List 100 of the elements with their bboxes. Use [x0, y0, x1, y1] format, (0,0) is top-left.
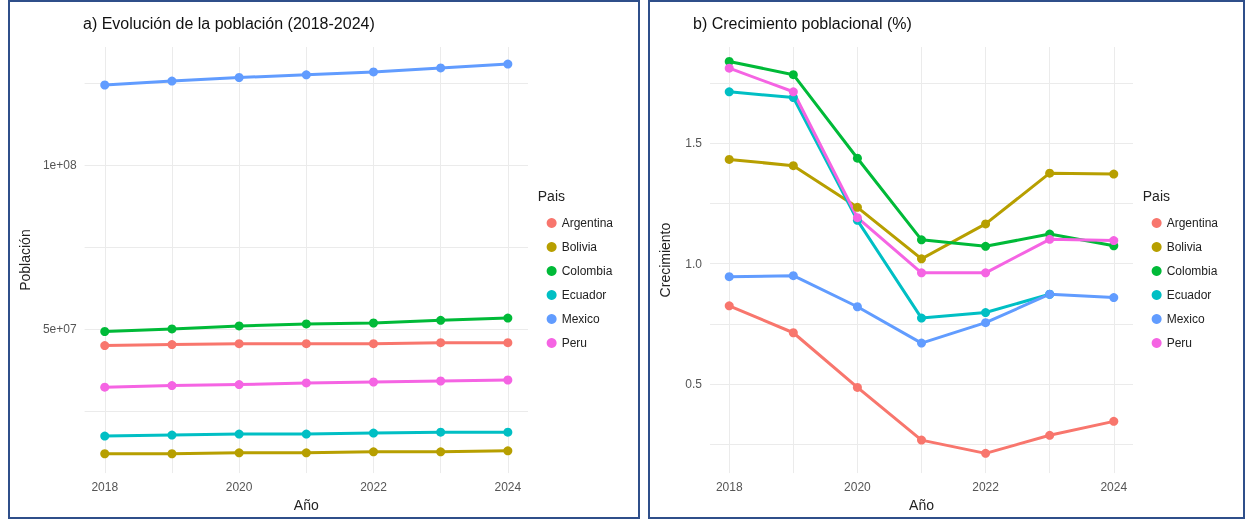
point [503, 338, 513, 348]
legend-label: Argentina [561, 216, 614, 230]
point [981, 318, 991, 328]
point [788, 328, 798, 338]
point [788, 87, 798, 97]
point [301, 339, 311, 349]
point [100, 382, 110, 392]
legend-label: Peru [1166, 336, 1192, 350]
point [368, 67, 378, 77]
y-tick-label: 1.5 [685, 136, 703, 151]
legend-title: Pais [537, 188, 565, 204]
x-tick-label: 2018 [91, 480, 119, 495]
point [100, 327, 110, 336]
point [301, 378, 311, 388]
point [503, 375, 513, 385]
point [917, 268, 926, 278]
chart-title: a) Evolución de la población (2018-2024) [83, 14, 375, 32]
point [503, 446, 513, 456]
x-tick-label: 2024 [494, 480, 522, 495]
legend-label: Mexico [1166, 312, 1205, 326]
legend-label: Peru [561, 336, 587, 350]
x-tick-label: 2018 [715, 480, 743, 495]
point [368, 318, 378, 328]
legend-label: Colombia [1166, 264, 1218, 278]
point [436, 427, 446, 437]
x-axis-title: Año [293, 497, 319, 513]
point [788, 161, 798, 171]
point [100, 431, 110, 441]
x-tick-label: 2020 [844, 480, 872, 495]
point [503, 59, 513, 69]
point [436, 376, 446, 386]
x-tick-label: 2020 [225, 480, 253, 495]
point [100, 449, 110, 459]
point [724, 87, 734, 97]
x-tick-label: 2022 [360, 480, 388, 495]
point [917, 435, 926, 445]
point [100, 80, 110, 90]
point [368, 377, 378, 387]
point [1045, 234, 1055, 244]
x-tick-label: 2022 [972, 480, 1000, 495]
point [852, 202, 862, 212]
y-axis-title: Crecimiento [657, 222, 673, 298]
point [234, 72, 244, 82]
legend-label: Ecuador [1166, 288, 1212, 302]
point [724, 63, 734, 73]
x-axis-title: Año [909, 497, 935, 513]
point [234, 339, 244, 349]
point [1109, 416, 1119, 426]
y-tick-label: 1.0 [685, 256, 703, 271]
legend-title: Pais [1142, 188, 1170, 204]
point [167, 381, 177, 391]
y-tick-label: 5e+07 [42, 321, 77, 336]
point [788, 271, 798, 281]
point [301, 429, 311, 439]
point [234, 380, 244, 390]
point [852, 382, 862, 392]
point [981, 241, 991, 251]
y-axis-title: Población [17, 229, 33, 291]
point [981, 219, 991, 229]
point [917, 254, 926, 264]
legend-label: Mexico [561, 312, 600, 326]
point [1045, 430, 1055, 440]
point [981, 308, 991, 318]
point [1109, 293, 1119, 303]
point [917, 313, 926, 323]
point [981, 448, 991, 458]
point [368, 428, 378, 438]
point [981, 268, 991, 278]
point [436, 447, 446, 457]
point [503, 427, 513, 437]
legend-label: Bolivia [1166, 240, 1203, 254]
point [301, 448, 311, 458]
point [167, 324, 177, 334]
point [724, 301, 734, 311]
point [852, 302, 862, 312]
point [100, 341, 110, 351]
point [234, 321, 244, 331]
point [301, 319, 311, 329]
point [234, 429, 244, 439]
point [724, 154, 734, 164]
point [368, 447, 378, 457]
point [167, 430, 177, 440]
point [852, 153, 862, 163]
point [167, 340, 177, 350]
point [234, 448, 244, 458]
point [436, 315, 446, 325]
point [788, 70, 798, 80]
point [1109, 169, 1119, 179]
point [436, 63, 446, 73]
point [1109, 236, 1119, 246]
point [436, 338, 446, 348]
legend-label: Argentina [1166, 216, 1219, 230]
y-tick-label: 0.5 [685, 377, 703, 392]
point [1045, 168, 1055, 178]
legend-label: Ecuador [561, 288, 607, 302]
chart-title: b) Crecimiento poblacional (%) [693, 14, 912, 32]
x-tick-label: 2024 [1100, 480, 1128, 495]
point [368, 339, 378, 349]
legend-label: Colombia [561, 264, 613, 278]
legend-label: Bolivia [561, 240, 598, 254]
